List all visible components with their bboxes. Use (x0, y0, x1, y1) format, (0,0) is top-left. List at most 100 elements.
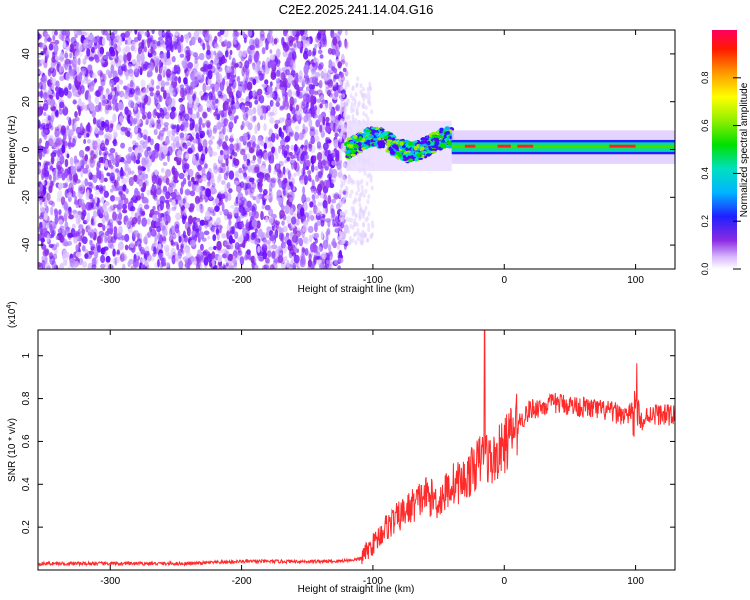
noise-cell (85, 201, 92, 211)
noise-cell (342, 67, 347, 72)
noise-cell (57, 149, 61, 158)
noise-cell (152, 50, 157, 56)
noise-cell (72, 177, 77, 186)
noise-cell (50, 111, 56, 121)
noise-cell (288, 172, 293, 183)
band-cell (399, 141, 404, 146)
noise-cell (328, 244, 332, 253)
noise-cell (72, 212, 79, 219)
noise-cell (149, 123, 153, 128)
band-cell (348, 143, 354, 149)
noise-cell (333, 139, 340, 148)
noise-cell (166, 50, 171, 60)
noise-cell (38, 69, 42, 75)
noise-cell (104, 159, 108, 169)
noise-cell (238, 204, 245, 214)
noise-cell (63, 241, 70, 247)
noise-cell (96, 169, 102, 179)
noise-cell (139, 30, 145, 35)
noise-cell (127, 155, 132, 164)
noise-cell (189, 40, 193, 47)
noise-cell (198, 117, 203, 126)
noise-cell (325, 233, 329, 243)
noise-cell (249, 187, 255, 194)
noise-cell (337, 61, 342, 69)
y-tick-label: 0.2 (21, 520, 32, 534)
noise-cell (210, 177, 216, 184)
band-cell (431, 134, 436, 138)
noise-cell (147, 64, 152, 73)
noise-cell (292, 90, 296, 97)
noise-cell (134, 125, 139, 133)
noise-cell (367, 99, 371, 105)
noise-cell (38, 32, 41, 41)
noise-cell (259, 36, 265, 42)
noise-cell (104, 236, 108, 244)
noise-cell (353, 221, 357, 227)
noise-cell (64, 228, 70, 236)
noise-cell (308, 141, 313, 150)
noise-cell (229, 135, 234, 143)
noise-cell (211, 258, 215, 267)
noise-cell (49, 180, 54, 189)
noise-cell (314, 194, 320, 199)
noise-cell (114, 86, 117, 92)
noise-cell (68, 59, 73, 65)
noise-cell (55, 109, 59, 118)
noise-cell (226, 41, 232, 49)
noise-cell (119, 156, 125, 163)
noise-cell (103, 189, 107, 198)
noise-cell (78, 149, 85, 158)
noise-cell (291, 234, 298, 243)
noise-cell (80, 233, 85, 243)
noise-cell (329, 254, 333, 265)
noise-cell (259, 114, 264, 121)
noise-cell (210, 206, 214, 212)
noise-cell (345, 189, 349, 195)
noise-cell (214, 35, 218, 43)
noise-cell (156, 119, 161, 124)
noise-cell (187, 174, 191, 181)
noise-cell (281, 220, 285, 226)
noise-cell (244, 145, 250, 151)
noise-cell (275, 78, 281, 84)
noise-cell (193, 70, 199, 77)
noise-cell (248, 177, 255, 183)
noise-cell (309, 126, 315, 132)
noise-cell (335, 203, 341, 210)
noise-cell (318, 79, 323, 89)
noise-cell (115, 58, 122, 69)
noise-cell (175, 253, 179, 262)
noise-cell (163, 122, 169, 127)
noise-cell (147, 231, 152, 238)
noise-cell (59, 128, 66, 136)
noise-cell (201, 74, 205, 83)
noise-cell (185, 152, 190, 158)
noise-cell (308, 253, 312, 261)
noise-cell (353, 102, 357, 108)
noise-cell (172, 175, 177, 182)
noise-cell (81, 180, 85, 188)
noise-cell (235, 93, 239, 103)
noise-cell (124, 162, 129, 172)
noise-cell (209, 103, 213, 114)
noise-cell (146, 70, 153, 78)
noise-cell (293, 247, 298, 254)
band-cell (365, 132, 371, 136)
noise-cell (294, 125, 300, 131)
noise-cell (38, 233, 42, 242)
noise-cell (319, 103, 323, 109)
noise-cell (298, 132, 304, 141)
noise-cell (155, 92, 161, 98)
noise-cell (88, 184, 93, 189)
noise-cell (239, 86, 243, 94)
noise-cell (219, 149, 224, 156)
noise-cell (191, 131, 196, 137)
noise-cell (114, 151, 118, 158)
noise-cell (64, 58, 70, 65)
noise-cell (196, 110, 200, 119)
noise-cell (242, 111, 246, 118)
noise-cell (93, 247, 97, 254)
x-tick-label: 100 (627, 275, 644, 286)
